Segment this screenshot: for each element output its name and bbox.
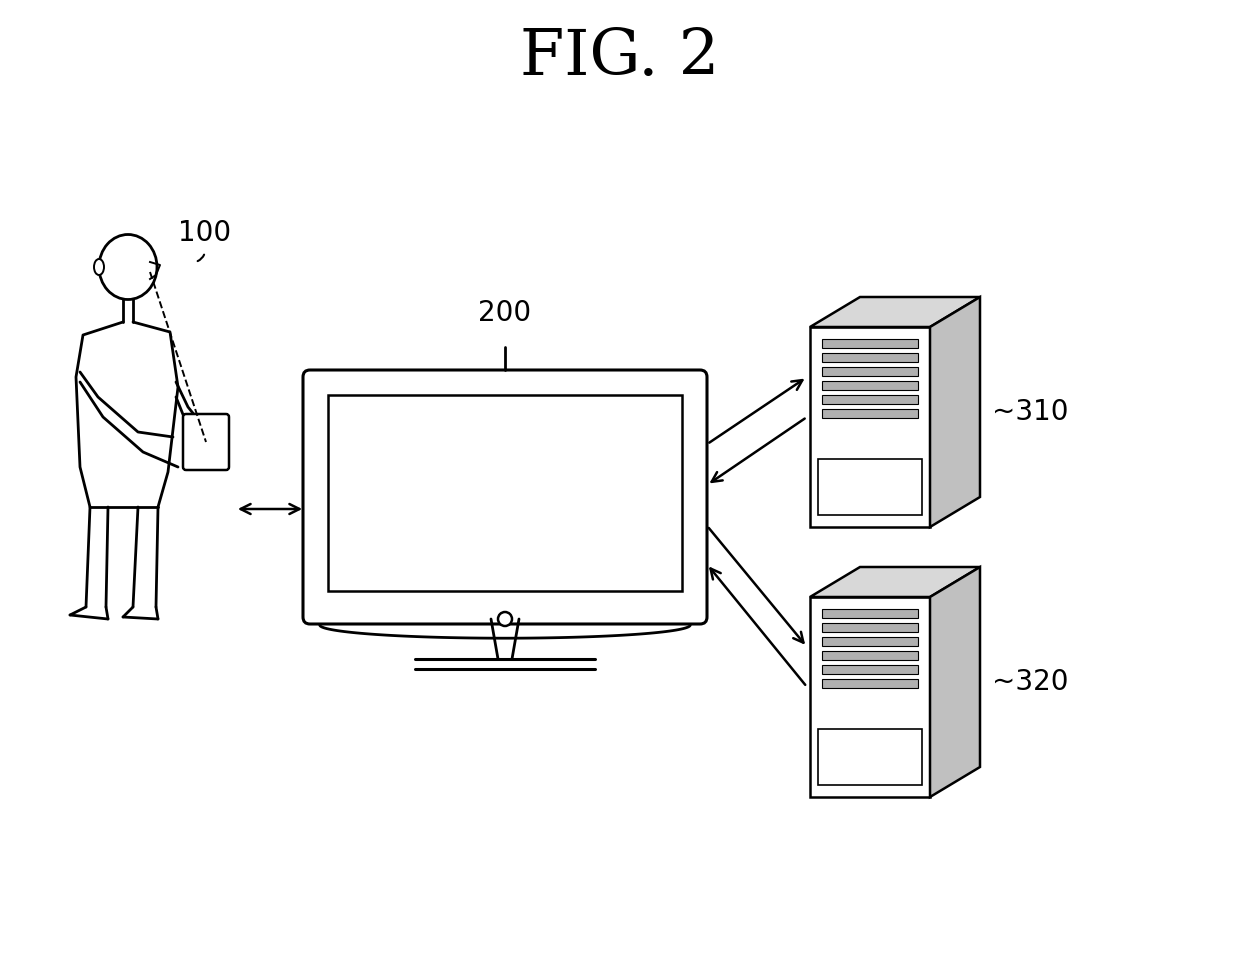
Bar	[810, 597, 930, 797]
Bar	[822, 665, 918, 674]
Circle shape	[498, 612, 512, 626]
Bar	[822, 339, 918, 348]
FancyBboxPatch shape	[303, 370, 707, 624]
Bar	[818, 729, 923, 785]
Bar	[822, 623, 918, 632]
Bar	[329, 395, 682, 591]
Text: 100: 100	[179, 219, 232, 247]
Text: FIG. 2: FIG. 2	[521, 27, 719, 87]
Bar	[822, 679, 918, 688]
Bar	[822, 381, 918, 390]
Bar	[822, 609, 918, 618]
Bar	[822, 409, 918, 418]
Text: ~310: ~310	[992, 398, 1069, 426]
Bar	[818, 459, 923, 515]
Ellipse shape	[94, 259, 104, 275]
Bar	[810, 327, 930, 527]
Bar	[822, 637, 918, 646]
Bar	[822, 651, 918, 660]
Bar	[822, 395, 918, 404]
Polygon shape	[930, 567, 980, 797]
Bar	[822, 367, 918, 376]
Polygon shape	[930, 297, 980, 527]
Text: 200: 200	[479, 299, 532, 327]
FancyBboxPatch shape	[184, 414, 229, 470]
Text: ~320: ~320	[992, 668, 1069, 696]
Polygon shape	[810, 567, 980, 597]
Polygon shape	[810, 297, 980, 327]
Ellipse shape	[99, 234, 157, 300]
Bar	[822, 353, 918, 362]
